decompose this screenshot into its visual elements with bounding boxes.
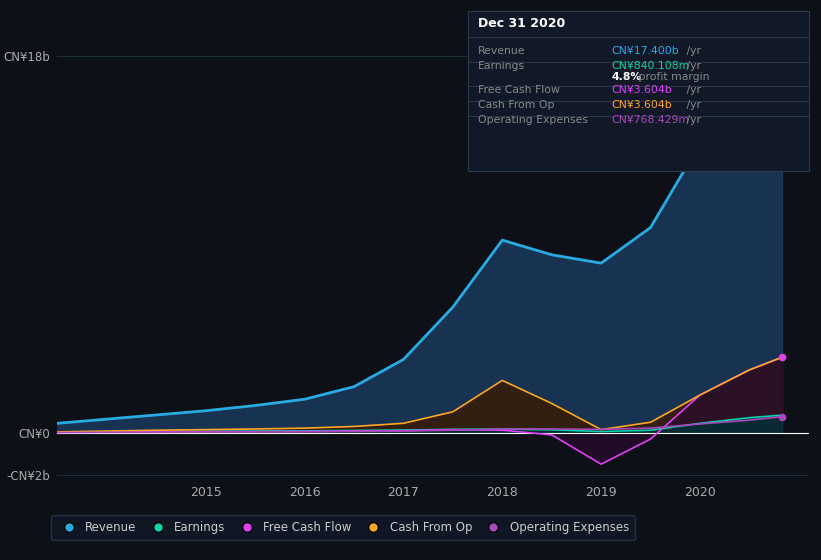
Text: Free Cash Flow: Free Cash Flow <box>478 85 560 95</box>
Text: CN¥768.429m: CN¥768.429m <box>612 115 690 125</box>
Text: Operating Expenses: Operating Expenses <box>478 115 588 125</box>
Legend: Revenue, Earnings, Free Cash Flow, Cash From Op, Operating Expenses: Revenue, Earnings, Free Cash Flow, Cash … <box>51 516 635 540</box>
Text: /yr: /yr <box>683 115 701 125</box>
Text: profit margin: profit margin <box>635 72 709 82</box>
Point <box>775 64 788 73</box>
Text: CN¥3.604b: CN¥3.604b <box>612 85 672 95</box>
Text: Dec 31 2020: Dec 31 2020 <box>478 17 565 30</box>
Text: CN¥3.604b: CN¥3.604b <box>612 100 672 110</box>
Text: Cash From Op: Cash From Op <box>478 100 554 110</box>
Text: /yr: /yr <box>683 46 701 56</box>
Text: Revenue: Revenue <box>478 46 525 56</box>
Point <box>775 353 788 362</box>
Text: /yr: /yr <box>683 61 701 71</box>
Text: 4.8%: 4.8% <box>612 72 642 82</box>
Text: Earnings: Earnings <box>478 61 525 71</box>
Text: CN¥840.108m: CN¥840.108m <box>612 61 690 71</box>
Text: /yr: /yr <box>683 85 701 95</box>
Point <box>775 412 788 421</box>
Text: /yr: /yr <box>683 100 701 110</box>
Text: CN¥17.400b: CN¥17.400b <box>612 46 680 56</box>
